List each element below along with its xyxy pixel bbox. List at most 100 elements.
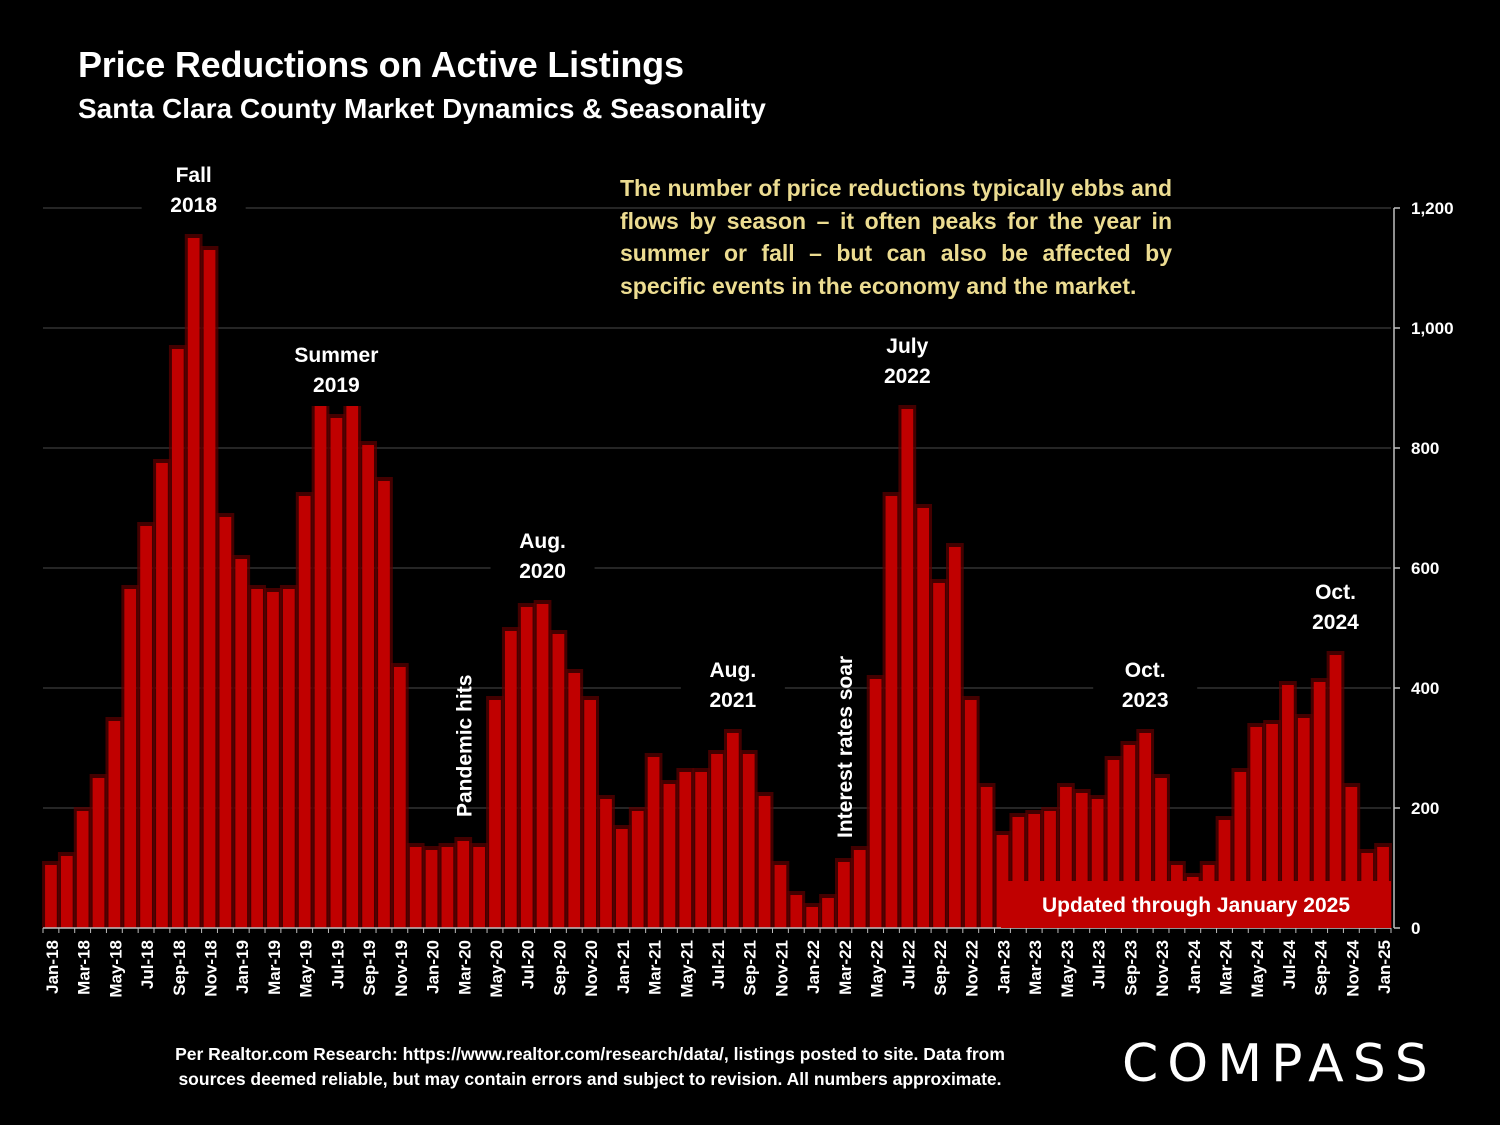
x-tick-label: Jan-24: [1185, 939, 1204, 993]
annotation-bg: [141, 160, 246, 226]
annotation-label: Oct.: [1125, 659, 1166, 682]
y-tick-label: 1,200: [1411, 199, 1454, 218]
bar: [409, 847, 422, 928]
x-tick-label: Nov-18: [202, 940, 221, 997]
bar: [1234, 772, 1247, 928]
x-tick-label: Sep-20: [550, 940, 569, 996]
y-tick-label: 800: [1411, 439, 1439, 458]
bar: [330, 418, 343, 928]
bar: [1313, 682, 1326, 928]
bar: [758, 796, 771, 928]
bar: [536, 604, 549, 928]
y-tick-label: 200: [1411, 799, 1439, 818]
x-tick-label: Mar-24: [1216, 939, 1235, 994]
x-tick-label: Sep-24: [1312, 939, 1331, 995]
bar: [933, 583, 945, 928]
bar: [742, 754, 755, 928]
x-tick-label: Sep-23: [1121, 940, 1140, 996]
footnote-line-1: Per Realtor.com Research: https://www.re…: [175, 1044, 1005, 1064]
bar: [901, 409, 914, 928]
annotation-bg: [1283, 577, 1388, 643]
bar: [1250, 727, 1263, 928]
update-badge: [1001, 881, 1391, 928]
bar: [726, 733, 739, 928]
annotation-bg: [284, 340, 389, 406]
annotation-label: Aug.: [710, 659, 757, 682]
annotation-label: Aug.: [519, 530, 566, 553]
annotation-label: 2018: [170, 194, 217, 217]
bar: [267, 592, 279, 928]
bar: [853, 850, 866, 928]
x-tick-label: May-18: [106, 940, 125, 998]
x-tick-label: Mar-23: [1026, 940, 1045, 995]
x-tick-label: May-20: [487, 940, 506, 998]
annotation-label: 2023: [1122, 689, 1169, 712]
x-tick-label: May-23: [1058, 940, 1077, 998]
bar: [1075, 793, 1088, 928]
bar: [219, 517, 232, 928]
bar: [1091, 799, 1104, 928]
x-tick-label: Jul-19: [328, 940, 347, 989]
bar: [1155, 778, 1167, 928]
bar: [1060, 787, 1072, 928]
bar: [885, 496, 898, 928]
bar: [1028, 814, 1041, 928]
y-tick-label: 0: [1411, 919, 1420, 938]
bar: [1282, 685, 1294, 928]
bar: [631, 811, 644, 928]
bar: [711, 754, 723, 928]
x-tick-label: Sep-19: [360, 940, 379, 996]
bar: [806, 907, 819, 928]
x-tick-label: Jul-24: [1280, 939, 1299, 989]
annotation-label: Oct.: [1315, 581, 1356, 604]
x-tick-label: Jan-20: [424, 940, 443, 994]
bar: [615, 829, 628, 928]
bar: [1044, 811, 1056, 928]
x-tick-label: Jan-22: [804, 940, 823, 994]
bar: [663, 784, 676, 928]
bar: [60, 856, 73, 928]
bar: [441, 847, 454, 928]
event-annotation: Pandemic hits: [453, 675, 476, 817]
bar: [76, 811, 89, 928]
annotation-bg: [680, 655, 785, 721]
annotation-label: July: [886, 335, 928, 358]
x-tick-label: Sep-21: [741, 940, 760, 996]
y-tick-label: 1,000: [1411, 319, 1454, 338]
x-tick-label: Jan-23: [994, 940, 1013, 994]
bar: [917, 508, 930, 928]
x-tick-label: Jan-18: [43, 940, 62, 994]
x-tick-label: Mar-22: [836, 940, 855, 995]
bar: [457, 841, 470, 928]
bar: [473, 847, 485, 928]
bar: [393, 667, 406, 928]
bar: [838, 862, 850, 928]
bar: [235, 559, 248, 928]
bar: [282, 589, 295, 928]
x-tick-label: Nov-24: [1343, 939, 1362, 996]
bar: [647, 757, 660, 928]
x-tick-label: May-22: [868, 940, 887, 998]
bar: [1218, 820, 1231, 928]
x-tick-label: Jul-22: [899, 940, 918, 989]
x-tick-label: Jul-20: [519, 940, 538, 989]
bar: [1345, 787, 1358, 928]
bar: [568, 673, 581, 928]
x-tick-label: Mar-19: [265, 940, 284, 995]
bar: [45, 865, 57, 928]
bar: [1123, 745, 1136, 928]
bar: [1107, 760, 1120, 928]
x-tick-label: May-19: [297, 940, 316, 998]
compass-logo: COMPASS: [1122, 1034, 1437, 1094]
x-tick-label: Nov-20: [582, 940, 601, 997]
annotation-label: Summer: [294, 344, 378, 367]
bar: [425, 850, 438, 928]
x-tick-label: Mar-20: [455, 940, 474, 995]
x-tick-label: Nov-21: [772, 940, 791, 997]
bar: [822, 898, 834, 928]
bar: [1329, 655, 1342, 928]
bar: [378, 481, 390, 928]
bar: [156, 463, 168, 928]
bar: [92, 778, 105, 928]
annotation-bg: [855, 331, 960, 397]
